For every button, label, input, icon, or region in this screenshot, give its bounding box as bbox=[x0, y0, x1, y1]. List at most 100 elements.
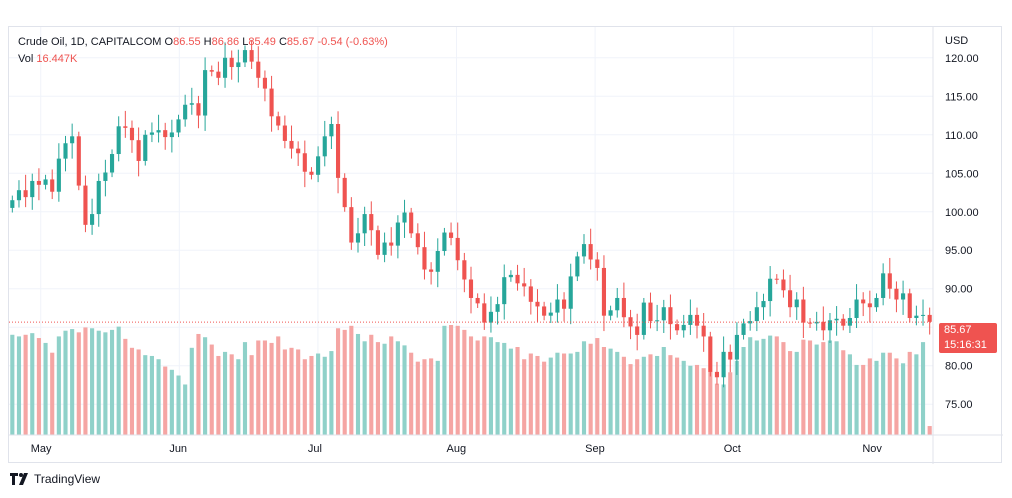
candle-body bbox=[761, 301, 766, 308]
candlestick-chart[interactable]: 120.00 115.00 110.00 105.00 100.00 95.00 90.00… bbox=[9, 27, 1003, 464]
candle-body bbox=[495, 304, 500, 312]
volume-bar bbox=[907, 351, 912, 435]
volume-bar bbox=[302, 359, 307, 435]
volume-bar bbox=[807, 340, 813, 435]
candle-body bbox=[123, 126, 128, 128]
volume-bar bbox=[781, 342, 786, 435]
volume-bar bbox=[821, 342, 826, 435]
high-value: 86.86 bbox=[211, 36, 240, 48]
volume-bar bbox=[728, 372, 733, 435]
volume-bar bbox=[628, 364, 633, 435]
candle-body bbox=[276, 116, 281, 126]
candle-body bbox=[375, 230, 380, 255]
candle-body bbox=[342, 177, 347, 208]
volume-bar bbox=[229, 354, 234, 435]
symbol-label[interactable]: Crude Oil, 1D, CAPITALCOM bbox=[18, 36, 162, 48]
y-tick-label: 90.00 bbox=[945, 284, 973, 296]
x-tick-label: Aug bbox=[447, 443, 467, 455]
candle-body bbox=[834, 318, 839, 321]
volume-bars bbox=[10, 325, 932, 435]
tradingview-brand[interactable]: TradingView bbox=[10, 472, 100, 486]
candle-body bbox=[887, 273, 892, 289]
volume-bar bbox=[395, 341, 400, 435]
candle-body bbox=[109, 154, 115, 173]
volume-bar bbox=[788, 351, 793, 435]
y-tick-label: 80.00 bbox=[945, 361, 973, 373]
volume-bar bbox=[881, 352, 886, 435]
volume-label[interactable]: Vol bbox=[18, 53, 34, 65]
candle-body bbox=[76, 136, 81, 186]
volume-bar bbox=[774, 336, 779, 435]
volume-bar bbox=[801, 339, 806, 435]
low-label: L bbox=[242, 36, 249, 48]
volume-bar bbox=[655, 355, 660, 435]
candle-body bbox=[894, 288, 899, 300]
volume-bar bbox=[920, 342, 926, 435]
volume-bar bbox=[362, 341, 367, 435]
candle-body bbox=[149, 132, 154, 135]
candle-body bbox=[222, 57, 228, 78]
volume-bar bbox=[748, 337, 753, 435]
candle-body bbox=[229, 57, 234, 68]
candle-body bbox=[90, 214, 95, 225]
volume-bar bbox=[149, 355, 154, 435]
high-label: H bbox=[203, 36, 212, 48]
candle-body bbox=[322, 136, 327, 157]
candle-body bbox=[409, 212, 414, 234]
x-tick-label: Nov bbox=[862, 443, 882, 455]
candle-body bbox=[196, 103, 201, 116]
x-tick-label: Jun bbox=[169, 443, 187, 455]
volume-bar bbox=[276, 336, 281, 435]
volume-bar bbox=[70, 329, 75, 435]
volume-bar bbox=[349, 325, 354, 435]
volume-bar bbox=[90, 328, 95, 435]
candle-body bbox=[542, 306, 547, 316]
volume-bar bbox=[335, 328, 341, 435]
candle-body bbox=[661, 307, 666, 321]
candle-body bbox=[442, 232, 447, 252]
candle-body bbox=[269, 88, 274, 117]
candle-body bbox=[56, 158, 61, 192]
volume-bar bbox=[694, 364, 700, 435]
volume-bar bbox=[16, 336, 22, 435]
candle-body bbox=[708, 336, 713, 372]
candle-body bbox=[256, 61, 261, 78]
volume-bar bbox=[675, 357, 680, 435]
candle-body bbox=[10, 200, 15, 208]
volume-bar bbox=[262, 340, 267, 435]
candle-body bbox=[23, 190, 28, 198]
candle-body bbox=[714, 371, 720, 378]
last-price-tag: 85.67 15:16:31 bbox=[939, 323, 997, 353]
candle-body bbox=[821, 321, 826, 331]
candle-body bbox=[768, 278, 773, 302]
volume-bar bbox=[575, 351, 580, 435]
volume-bar bbox=[375, 342, 380, 435]
candle-body bbox=[548, 312, 553, 316]
volume-bar bbox=[648, 354, 653, 435]
volume-bar bbox=[203, 337, 208, 435]
volume-bar bbox=[163, 366, 168, 435]
volume-bar bbox=[641, 356, 646, 435]
volume-bar bbox=[56, 336, 61, 435]
volume-bar bbox=[927, 426, 932, 435]
candle-body bbox=[801, 299, 806, 323]
candle-body bbox=[262, 77, 267, 89]
volume-bar bbox=[615, 351, 620, 435]
candle-body bbox=[129, 127, 135, 141]
volume-bar bbox=[741, 347, 746, 435]
candle-body bbox=[468, 279, 474, 298]
volume-bar bbox=[448, 325, 454, 435]
volume-bar bbox=[462, 329, 467, 435]
volume-bar bbox=[123, 338, 128, 435]
volume-bar bbox=[568, 353, 573, 435]
candle-body bbox=[615, 297, 620, 311]
candle-body bbox=[282, 125, 287, 141]
x-tick-label: Jul bbox=[308, 443, 322, 455]
volume-bar bbox=[103, 332, 108, 435]
volume-bar bbox=[389, 336, 394, 435]
x-tick-label: May bbox=[31, 443, 52, 455]
candle-body bbox=[861, 299, 866, 304]
candle-body bbox=[296, 148, 301, 154]
candle-body bbox=[781, 279, 786, 291]
volume-bar bbox=[156, 359, 161, 435]
